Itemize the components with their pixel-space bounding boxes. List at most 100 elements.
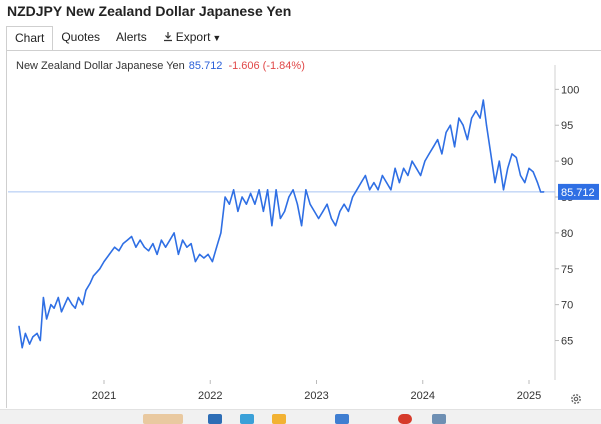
data-point bbox=[339, 210, 341, 212]
data-point bbox=[347, 210, 349, 212]
x-tick-label: 2024 bbox=[411, 390, 435, 402]
data-point bbox=[211, 260, 213, 263]
data-point bbox=[126, 239, 128, 241]
data-point bbox=[50, 304, 52, 306]
data-point bbox=[254, 203, 256, 205]
data-point bbox=[122, 243, 124, 245]
data-point bbox=[411, 160, 413, 162]
data-point bbox=[53, 307, 55, 309]
data-point bbox=[458, 117, 460, 119]
data-point bbox=[292, 189, 294, 191]
data-point bbox=[428, 153, 430, 155]
data-point bbox=[360, 182, 362, 184]
data-point bbox=[437, 138, 439, 141]
data-point bbox=[262, 210, 264, 212]
data-point bbox=[449, 124, 451, 126]
data-point bbox=[46, 318, 48, 320]
data-point bbox=[103, 260, 105, 263]
data-point bbox=[267, 189, 269, 191]
data-point bbox=[74, 307, 76, 309]
app-icon[interactable] bbox=[335, 414, 349, 424]
data-point bbox=[394, 167, 396, 169]
data-point bbox=[85, 289, 87, 291]
data-point bbox=[356, 189, 358, 191]
data-point bbox=[471, 117, 473, 119]
app-icon[interactable] bbox=[208, 414, 222, 424]
data-point bbox=[373, 182, 375, 184]
data-point bbox=[466, 138, 468, 141]
price-chart[interactable]: 657075808590951002021202220232024202585.… bbox=[0, 0, 601, 410]
data-point bbox=[445, 131, 447, 134]
legend-series-name: New Zealand Dollar Japanese Yen bbox=[16, 60, 185, 72]
data-point bbox=[498, 160, 500, 162]
chart-legend: New Zealand Dollar Japanese Yen 85.712 -1.… bbox=[16, 60, 305, 72]
data-point bbox=[207, 253, 209, 256]
data-point bbox=[322, 210, 324, 212]
data-point bbox=[143, 246, 145, 248]
data-point bbox=[420, 174, 422, 177]
data-point bbox=[462, 124, 464, 126]
page-title: NZDJPY New Zealand Dollar Japanese Yen bbox=[7, 3, 292, 19]
data-point bbox=[305, 189, 307, 191]
data-point bbox=[390, 189, 392, 191]
y-tick-label: 90 bbox=[561, 156, 573, 168]
data-point bbox=[182, 239, 184, 241]
app-icon[interactable] bbox=[143, 414, 183, 424]
app-icon[interactable] bbox=[398, 414, 412, 424]
data-point bbox=[21, 347, 23, 349]
app-icon[interactable] bbox=[272, 414, 286, 424]
data-point bbox=[441, 153, 443, 155]
data-point bbox=[57, 296, 59, 299]
data-point bbox=[309, 203, 311, 205]
data-point bbox=[148, 250, 150, 252]
data-point bbox=[454, 146, 456, 148]
data-point bbox=[71, 304, 73, 306]
data-point bbox=[364, 174, 366, 177]
tab-export[interactable]: Export ▼ bbox=[155, 26, 230, 50]
data-point bbox=[131, 235, 133, 238]
y-tick-label: 65 bbox=[561, 336, 573, 348]
data-point bbox=[152, 243, 154, 245]
data-point bbox=[279, 217, 281, 220]
y-tick-label: 95 bbox=[561, 120, 573, 132]
data-point bbox=[381, 174, 383, 177]
data-point bbox=[330, 217, 332, 220]
data-point bbox=[165, 246, 167, 248]
data-point bbox=[502, 189, 505, 191]
y-tick-label: 100 bbox=[561, 84, 579, 96]
data-point bbox=[108, 253, 110, 256]
data-point bbox=[369, 189, 371, 191]
data-point bbox=[118, 250, 120, 252]
data-point bbox=[479, 117, 481, 119]
data-point bbox=[39, 339, 41, 342]
data-point bbox=[377, 189, 379, 191]
data-point bbox=[424, 160, 426, 162]
chevron-down-icon: ▼ bbox=[212, 33, 222, 43]
data-point bbox=[92, 275, 94, 277]
data-point bbox=[160, 239, 162, 241]
data-point bbox=[271, 225, 273, 227]
app-icon[interactable] bbox=[240, 414, 254, 424]
gear-icon[interactable] bbox=[569, 392, 583, 406]
data-point bbox=[335, 225, 337, 227]
app-icon[interactable] bbox=[432, 414, 446, 424]
data-point bbox=[490, 153, 492, 155]
data-point bbox=[407, 174, 409, 177]
tab-alerts[interactable]: Alerts bbox=[116, 30, 147, 44]
chart-frame bbox=[6, 51, 601, 408]
data-point bbox=[482, 99, 484, 101]
data-point bbox=[67, 296, 69, 299]
data-point bbox=[475, 110, 477, 112]
data-point bbox=[32, 336, 34, 338]
data-point bbox=[318, 217, 320, 220]
data-point bbox=[186, 246, 188, 248]
data-point bbox=[343, 203, 345, 205]
data-point bbox=[524, 182, 526, 184]
data-point bbox=[543, 191, 545, 193]
tab-quotes[interactable]: Quotes bbox=[61, 30, 101, 44]
data-point bbox=[156, 253, 158, 256]
data-point bbox=[540, 191, 542, 193]
data-point bbox=[216, 246, 218, 248]
data-point bbox=[313, 210, 315, 212]
data-point bbox=[403, 167, 405, 169]
